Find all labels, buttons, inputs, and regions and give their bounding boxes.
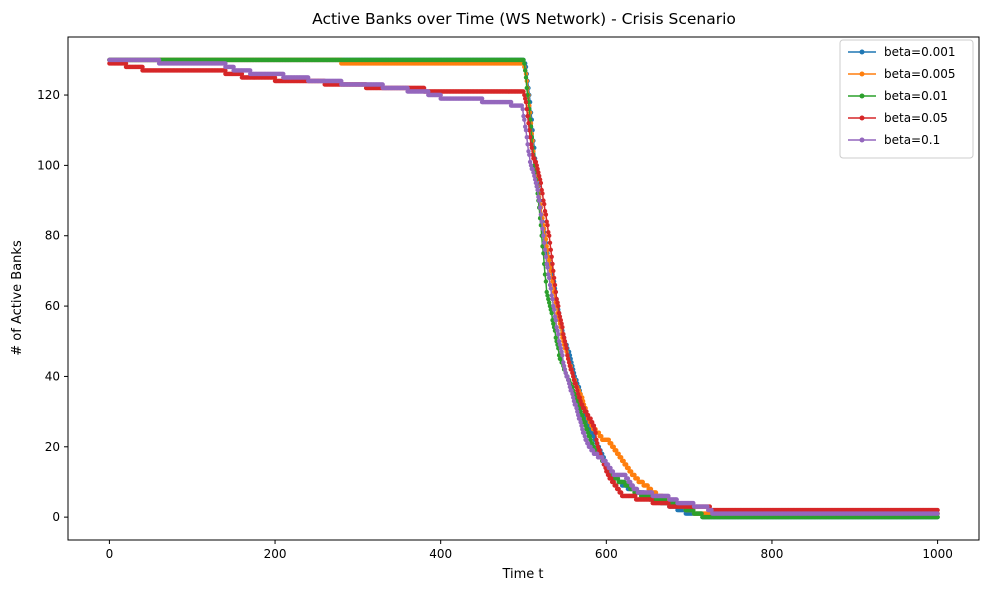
data-point	[550, 279, 555, 284]
data-point	[543, 212, 549, 217]
data-point	[591, 434, 597, 439]
data-point	[619, 455, 624, 460]
data-point	[543, 279, 549, 284]
data-point	[540, 191, 545, 196]
data-point	[553, 318, 558, 323]
data-point	[520, 106, 525, 112]
data-point	[632, 472, 637, 478]
data-point	[550, 296, 555, 302]
data-point	[560, 353, 565, 358]
data-point	[599, 434, 604, 439]
chart-title: Active Banks over Time (WS Network) - Cr…	[312, 10, 736, 28]
data-point	[537, 205, 543, 210]
data-point	[606, 437, 611, 442]
data-point	[547, 258, 552, 263]
data-point	[542, 247, 548, 252]
data-point	[522, 61, 527, 66]
data-point	[553, 289, 558, 295]
data-point	[543, 237, 549, 242]
data-point	[522, 117, 527, 122]
data-point	[548, 247, 553, 252]
data-point	[525, 113, 530, 119]
data-point	[542, 240, 547, 245]
data-point	[547, 275, 552, 281]
data-point	[524, 85, 529, 91]
data-point	[550, 261, 555, 267]
data-point	[590, 430, 595, 435]
data-point	[529, 145, 534, 150]
data-point	[609, 441, 614, 446]
data-point	[524, 106, 529, 112]
data-point	[556, 303, 561, 309]
plot-area	[67, 36, 980, 541]
data-point	[648, 486, 654, 492]
data-point	[523, 68, 528, 73]
data-point	[621, 458, 626, 464]
data-point	[645, 483, 650, 488]
data-point	[547, 240, 553, 245]
data-point	[523, 75, 529, 80]
data-point	[611, 444, 616, 449]
data-point	[542, 201, 547, 207]
data-point	[552, 282, 558, 288]
data-point	[543, 254, 549, 259]
data-point	[624, 462, 629, 467]
data-point	[523, 99, 529, 105]
data-point	[526, 121, 531, 126]
data-point	[539, 219, 544, 224]
data-point	[556, 332, 561, 337]
series-layer	[107, 57, 940, 520]
data-point	[544, 244, 549, 249]
data-point	[537, 198, 542, 203]
data-point	[616, 451, 621, 456]
data-point	[551, 275, 557, 281]
data-point	[596, 430, 602, 435]
data-point	[545, 265, 550, 270]
data-point	[538, 180, 544, 186]
data-point	[524, 135, 529, 140]
data-point	[626, 465, 631, 471]
data-point	[640, 479, 645, 485]
data-point	[540, 226, 545, 231]
data-point	[525, 142, 530, 147]
data-point	[548, 286, 553, 291]
data-point	[545, 223, 550, 228]
data-point	[541, 233, 546, 238]
data-point	[523, 128, 529, 133]
data-point	[549, 254, 554, 259]
data-point	[535, 187, 540, 193]
data-point	[551, 268, 556, 274]
data-point	[564, 346, 569, 351]
data-point	[527, 152, 532, 157]
data-point	[593, 430, 598, 435]
data-point	[629, 469, 634, 474]
data-point	[614, 448, 619, 453]
data-point	[653, 490, 659, 495]
data-point	[551, 307, 557, 312]
data-point	[538, 212, 544, 217]
data-point	[547, 233, 552, 238]
data-point	[560, 325, 565, 330]
data-point	[635, 476, 640, 481]
